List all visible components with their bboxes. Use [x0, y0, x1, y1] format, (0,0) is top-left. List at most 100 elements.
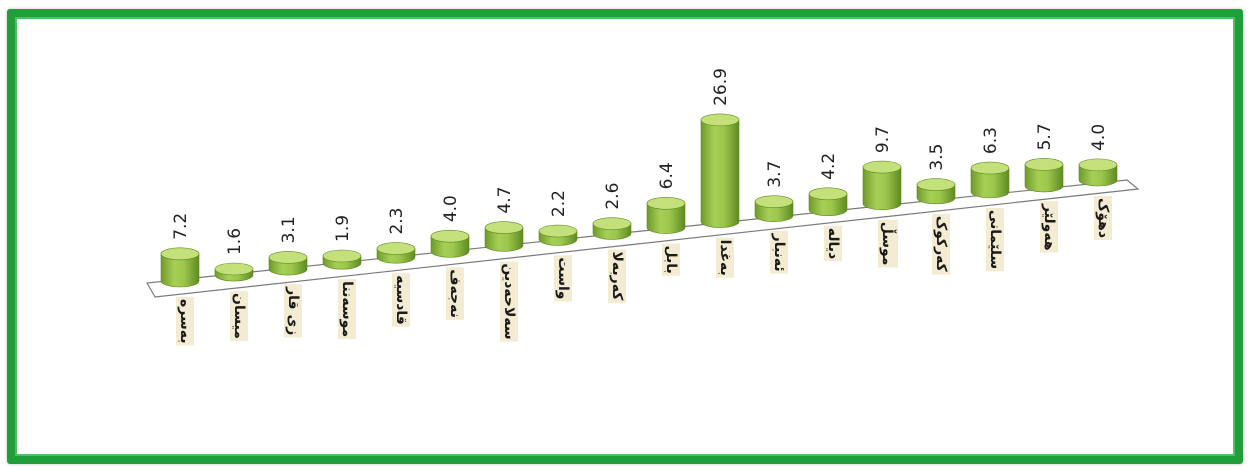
bar-top	[754, 195, 794, 208]
value-label: 1.9	[333, 215, 353, 242]
category-label-bg	[662, 243, 680, 276]
bar-top	[376, 242, 416, 255]
category-label: بەغدا	[716, 237, 734, 278]
value-label: 6.4	[657, 162, 677, 189]
category-label-text: بەسرە	[177, 299, 193, 344]
value-label: 2.2	[549, 190, 569, 217]
category-label-bg	[176, 297, 194, 346]
bar-top	[268, 251, 308, 264]
category-label: دهۆک	[1094, 196, 1112, 241]
category-label: میسان	[230, 291, 248, 341]
value-labels-group: 7.2 1.6 3.1 1.9 2.3 4.0 4.7 2.2 2.6 6.4 26.9 3.7 4.2…	[171, 68, 1109, 255]
category-label-text: سلێمانی	[987, 210, 1003, 269]
value-label: 2.3	[387, 207, 407, 234]
bar-7	[484, 221, 524, 252]
category-label-text: دیالە	[825, 228, 841, 259]
category-label-text: بابل	[663, 246, 679, 274]
bar-9	[592, 217, 632, 240]
category-label-bg	[932, 213, 950, 275]
category-label-text: ئەنبار	[771, 233, 787, 272]
bar-body	[646, 203, 686, 234]
value-label: 3.7	[765, 161, 785, 188]
bar-top	[214, 262, 254, 276]
bar-top	[646, 197, 686, 210]
bar-8	[538, 224, 578, 246]
bar-top	[322, 249, 362, 263]
bar-body	[160, 253, 200, 288]
value-label: 1.6	[225, 228, 245, 255]
bar-body	[1024, 164, 1064, 193]
category-label-text: واست	[555, 257, 571, 299]
bar-15	[916, 178, 956, 205]
category-label: دیالە	[824, 225, 842, 262]
category-label: کەرکوک	[932, 213, 950, 275]
bar-top	[700, 113, 740, 127]
category-label-text: قادسیە	[393, 275, 409, 325]
category-label-text: کەربەلا	[609, 251, 625, 301]
category-label: کەربەلا	[608, 249, 626, 304]
category-label: بەسرە	[176, 297, 194, 346]
category-label-bg	[716, 237, 734, 278]
category-label-text: دهۆک	[1095, 198, 1111, 238]
bar-top	[538, 224, 578, 238]
category-label-bg	[230, 291, 248, 341]
bar-top	[970, 161, 1010, 175]
category-label-text: نەجەف	[447, 269, 463, 318]
category-label: زی قار	[284, 284, 302, 338]
bar-top	[808, 187, 848, 201]
category-label-text: سەلاحەدین	[501, 263, 517, 339]
value-label: 3.1	[279, 216, 299, 243]
category-label-bg	[284, 284, 302, 338]
value-label: 7.2	[171, 213, 191, 240]
bar-top	[916, 178, 956, 191]
category-label: هەولێر	[1040, 200, 1058, 253]
bar-top	[1024, 158, 1064, 171]
category-label-bg	[392, 273, 410, 327]
bar-body	[700, 119, 740, 228]
bar-11	[700, 113, 740, 228]
bar-18	[1078, 158, 1118, 187]
category-label-text: هەولێر	[1041, 203, 1057, 251]
category-label-bg	[824, 225, 842, 262]
bar-top	[160, 247, 200, 261]
value-label: 2.6	[603, 183, 623, 210]
value-label: 3.5	[927, 144, 947, 171]
value-label: 6.3	[981, 127, 1001, 154]
bar-top	[1078, 158, 1118, 172]
bar-top	[430, 229, 470, 243]
category-label-bg	[554, 255, 572, 302]
category-label-bg	[446, 267, 464, 320]
bar-2	[214, 262, 254, 282]
bar-top	[592, 217, 632, 230]
category-label: سلێمانی	[986, 207, 1004, 272]
value-label: 26.9	[711, 68, 731, 106]
bar-10	[646, 197, 686, 234]
value-label: 4.0	[1089, 124, 1109, 151]
value-label: 4.7	[495, 187, 515, 214]
category-label: نەجەف	[446, 267, 464, 320]
category-label: موسڵ	[878, 219, 898, 268]
bar-16	[970, 161, 1010, 199]
bar-17	[1024, 158, 1064, 193]
category-label-bg	[500, 261, 518, 342]
category-label-text: موسڵ	[879, 222, 897, 266]
category-labels-group: بەسرە میسان زی قار موسەننا قادسیە نەجەف سەلاحە…	[176, 196, 1112, 346]
category-label-bg	[986, 207, 1004, 272]
bar-body	[970, 167, 1010, 199]
bars-group	[160, 113, 1118, 288]
category-label-bg	[1094, 196, 1112, 241]
bar-body	[484, 227, 524, 252]
bar-top	[484, 221, 524, 234]
value-label: 9.7	[873, 126, 893, 153]
bar-14	[862, 160, 902, 211]
category-label-text: موسەننا	[339, 281, 355, 337]
value-label: 5.7	[1035, 123, 1055, 150]
category-label: واست	[554, 255, 572, 302]
category-label: سەلاحەدین	[500, 261, 518, 342]
bar-12	[754, 195, 794, 222]
value-label: 4.0	[441, 195, 461, 222]
category-label-bg	[608, 249, 626, 304]
bar-5	[376, 242, 416, 264]
value-label: 4.2	[819, 153, 839, 180]
